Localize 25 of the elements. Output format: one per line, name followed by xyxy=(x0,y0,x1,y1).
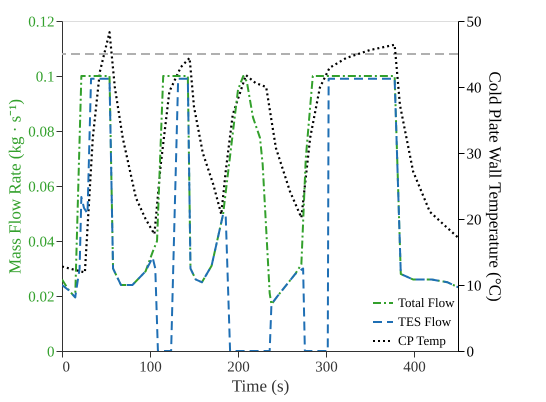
y2-tick-label: 40 xyxy=(466,80,482,96)
y-tick-label: 0.1 xyxy=(36,70,54,86)
y-axis-title: Mass Flow Rate (kg · s⁻¹) xyxy=(5,99,24,274)
y-tick-label: 0.04 xyxy=(28,234,55,250)
legend-label: TES Flow xyxy=(398,314,452,329)
x-tick-label: 400 xyxy=(403,360,426,376)
y-tick-label: 0.08 xyxy=(28,124,54,140)
legend-label: CP Temp xyxy=(398,333,446,348)
y2-tick-label: 30 xyxy=(466,146,482,162)
y2-tick-label: 50 xyxy=(466,14,482,30)
y2-tick-label: 20 xyxy=(466,212,482,228)
x-axis-title: Time (s) xyxy=(232,376,290,396)
x-tick-label: 300 xyxy=(315,360,338,376)
x-tick-label: 0 xyxy=(62,360,70,376)
x-tick-label: 200 xyxy=(227,360,250,376)
y-tick-label: 0.06 xyxy=(28,180,55,196)
y2-tick-label: 10 xyxy=(466,278,482,294)
y2-tick-label: 0 xyxy=(466,344,474,360)
y-tick-label: 0.02 xyxy=(28,290,54,306)
x-tick-label: 100 xyxy=(139,360,162,376)
y-tick-label: 0.12 xyxy=(28,14,54,30)
y-tick-label: 0 xyxy=(47,344,54,360)
line-series xyxy=(62,75,458,306)
legend-label: Total Flow xyxy=(398,295,456,310)
y2-axis-title: Cold Plate Wall Temperature (°C) xyxy=(486,71,504,302)
